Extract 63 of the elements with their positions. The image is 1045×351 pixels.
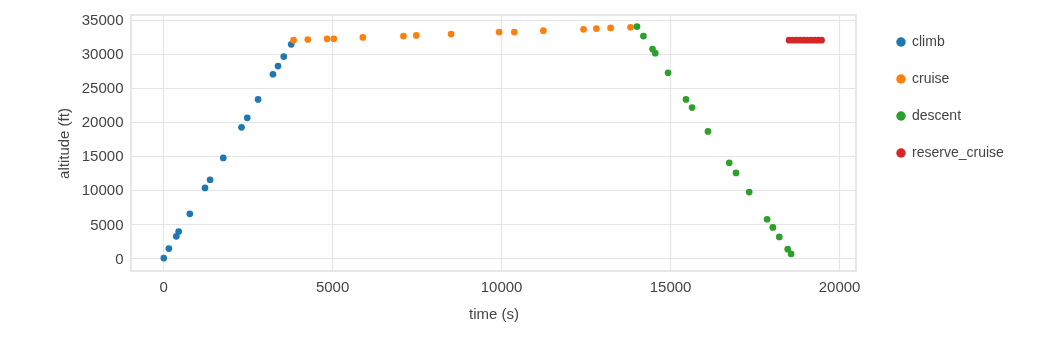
point — [330, 35, 338, 43]
point — [412, 32, 420, 39]
point — [238, 123, 245, 131]
x-tick-label: 15000 — [649, 277, 692, 295]
y-tick-label: 30000 — [81, 45, 124, 63]
point — [725, 159, 733, 167]
point — [704, 128, 712, 135]
point — [206, 176, 214, 184]
point — [495, 28, 503, 36]
point — [304, 36, 312, 43]
point — [400, 32, 407, 40]
point — [732, 169, 740, 177]
legend-label: cruise — [912, 70, 950, 86]
point — [593, 25, 600, 32]
point — [769, 224, 777, 231]
x-tick-label: 20000 — [818, 277, 861, 295]
point — [682, 96, 690, 103]
point — [745, 188, 753, 196]
point — [510, 28, 518, 36]
point — [784, 245, 792, 253]
point — [787, 250, 795, 258]
point — [269, 70, 277, 78]
point — [175, 228, 183, 235]
point — [688, 104, 696, 111]
y-tick-label: 10000 — [81, 181, 124, 199]
y-tick-label: 5000 — [90, 215, 124, 233]
point — [160, 254, 168, 262]
point — [640, 32, 647, 40]
point — [280, 53, 288, 60]
point — [274, 62, 282, 70]
point — [447, 30, 455, 38]
point — [290, 36, 297, 44]
legend-label: descent — [912, 107, 962, 123]
point — [664, 69, 672, 77]
point — [763, 215, 771, 223]
point — [580, 25, 587, 33]
point — [607, 24, 614, 32]
point — [243, 114, 251, 122]
point — [540, 27, 547, 35]
x-tick-label: 5000 — [315, 277, 350, 295]
point — [201, 184, 209, 192]
y-tick-label: 25000 — [81, 79, 124, 97]
y-tick-label: 15000 — [81, 147, 124, 165]
point — [651, 49, 659, 57]
y-axis-title: altitude (ft) — [54, 108, 72, 179]
point — [165, 245, 173, 252]
legend-label: climb — [912, 33, 945, 49]
point — [219, 154, 227, 162]
point — [627, 23, 634, 31]
y-tick-label: 20000 — [81, 113, 124, 131]
point — [186, 210, 194, 218]
x-axis-title: time (s) — [469, 304, 519, 322]
point — [818, 36, 825, 44]
point — [254, 96, 262, 103]
y-tick-label: 35000 — [81, 11, 124, 29]
legend-label: reserve_cruise — [912, 144, 1005, 160]
y-tick-label: 0 — [115, 249, 124, 267]
point — [775, 233, 783, 241]
point — [633, 23, 641, 30]
point — [323, 35, 331, 43]
x-tick-label: 10000 — [480, 277, 523, 295]
x-tick-label: 0 — [159, 277, 168, 295]
point — [359, 34, 367, 41]
